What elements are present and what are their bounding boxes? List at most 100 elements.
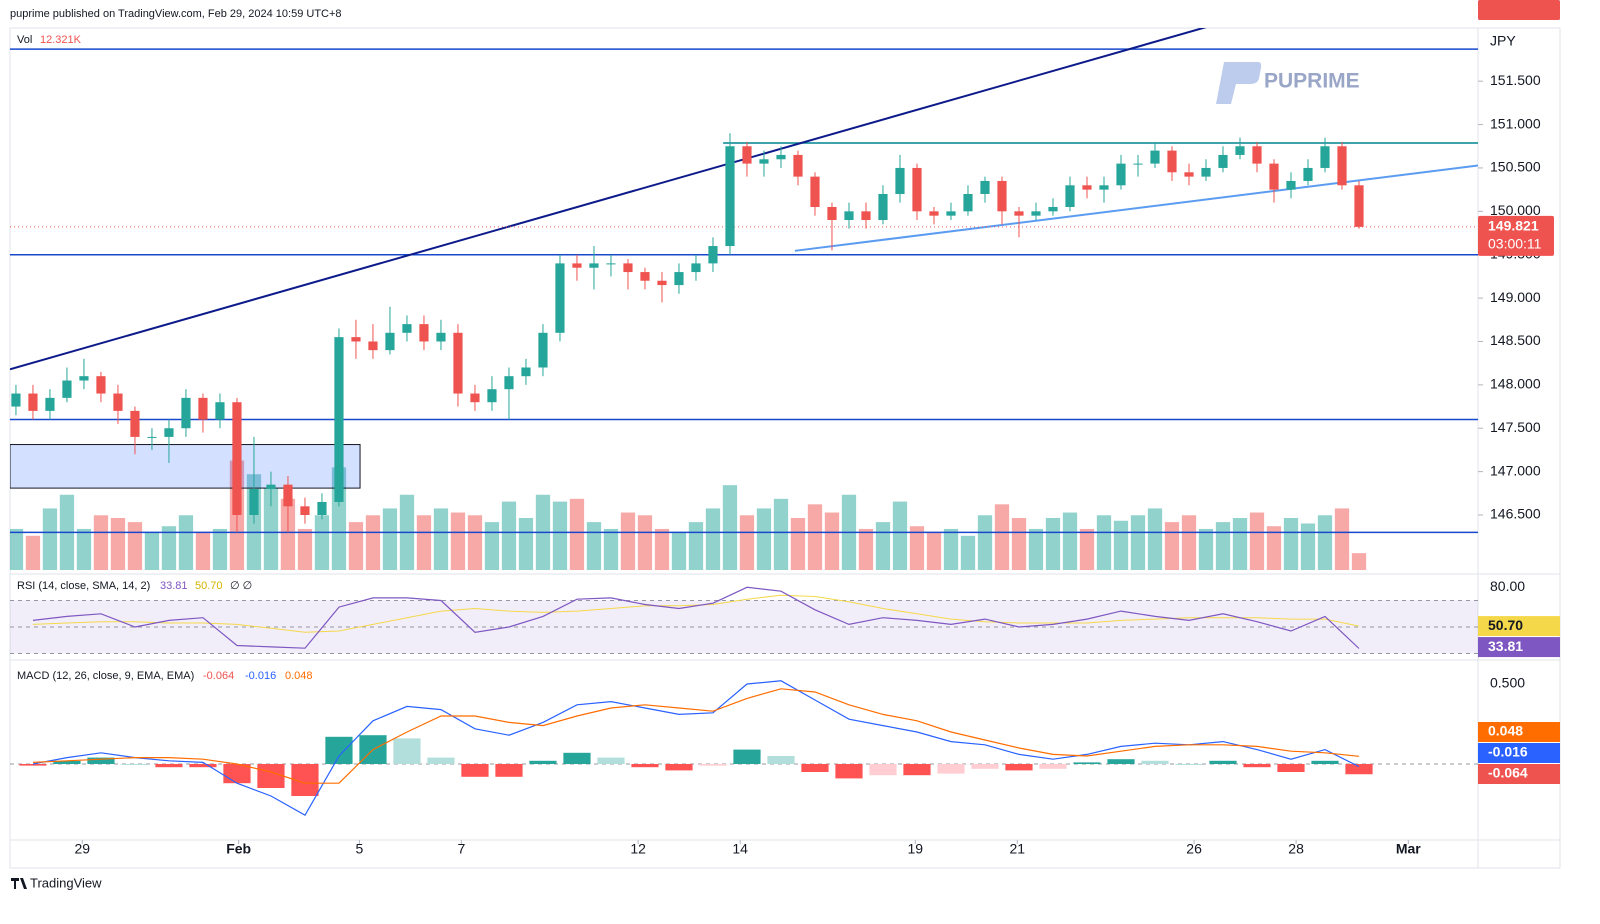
volume-bar [212,528,228,570]
volume-bar [1147,508,1163,570]
macd-tick-label: 0.500 [1490,675,1525,691]
candle-body [606,263,616,265]
volume-bar [1028,528,1044,570]
macd-line [32,680,1360,817]
volume-bar [892,501,908,570]
rsi-title: RSI (14, close, SMA, 14, 2) [17,580,150,592]
candle-body [96,376,106,394]
candle-body [130,410,140,437]
countdown: 03:00:11 [1488,236,1542,252]
macd-signal-value: 0.048 [285,670,313,682]
candle-body [181,397,191,429]
volume-bar [1232,518,1248,570]
rsi-sma-badge: 50.70 [1488,617,1523,633]
volume-bar [1181,515,1197,570]
volume-bar [195,531,211,570]
volume-bar [1334,508,1350,570]
candle-body [997,180,1007,212]
volume-badge-bg [1478,0,1560,20]
signal-line [32,688,1360,784]
trend-line [794,164,1478,252]
volume-bar [1130,515,1146,570]
volume-bar [76,528,92,570]
x-tick-label: 12 [630,841,646,857]
candle-body [1031,211,1041,216]
y-tick-label: 151.500 [1490,72,1541,88]
macd-title: MACD (12, 26, close, 9, EMA, EMA) [17,670,194,682]
candle-body [895,167,905,194]
x-tick-label: 7 [457,841,465,857]
candle-body [742,146,752,164]
volume-bar [875,522,891,570]
volume-bar [127,522,143,570]
volume-bar [1266,526,1282,570]
candle-body [62,380,72,398]
x-tick-label: Mar [1396,841,1421,857]
volume-bar [365,515,381,570]
volume-bar [1079,528,1095,570]
macd-histogram [631,764,659,768]
y-tick-label: 149.000 [1490,289,1541,305]
candle-body [912,167,922,212]
volume-bar [926,531,942,570]
macd-histogram [393,738,421,764]
candle-body [980,180,990,194]
candle-body [1320,146,1330,168]
candle-body [1082,185,1092,190]
y-tick-label: 150.500 [1490,159,1541,175]
volume-bar [1215,522,1231,570]
macd-histogram [903,764,931,776]
volume-bar [1249,512,1265,570]
candle-body [147,436,157,438]
candle-body [1167,150,1177,173]
volume-bar [960,535,976,570]
volume-bar [518,518,534,570]
macd-histogram [121,764,149,765]
macd-histogram [665,764,693,771]
candle-body [827,206,837,221]
macd-histogram [971,764,999,769]
candle-body [861,211,871,221]
volume-bar [722,485,738,570]
volume-bar [943,528,959,570]
volume-bar [467,515,483,570]
volume-bar [1283,518,1299,570]
macd-histogram [1311,760,1339,764]
volume-label: Vol [17,34,32,46]
candle-body [79,376,89,381]
volume-bar [705,508,721,570]
macd-histogram [529,760,557,764]
volume-bar [790,518,806,570]
candle-body [1337,146,1347,186]
volume-bar [1164,522,1180,570]
candle-body [402,324,412,333]
candle-body [844,211,854,221]
x-tick-label: 28 [1288,841,1304,857]
candle-body [691,263,701,273]
macd-histogram [597,757,625,764]
x-tick-label: 26 [1186,841,1202,857]
candle-body [28,393,38,411]
x-tick-label: Feb [226,841,251,857]
volume-bar [603,528,619,570]
rsi-value: 33.81 [160,580,188,592]
header: puprime published on TradingView.com, Fe… [10,8,342,20]
volume-bar [1317,515,1333,570]
candle-body [640,272,650,281]
x-tick-label: 19 [907,841,923,857]
candle-body [1201,167,1211,177]
candle-body [572,263,582,268]
y-tick-label: 148.000 [1490,376,1541,392]
price-badge-bg [1478,215,1554,256]
volume-bar [25,535,41,570]
candle-body [759,159,769,164]
volume-bar [178,515,194,570]
candle-body [521,367,531,377]
footer-logo [11,878,27,889]
candle-body [1150,150,1160,164]
macd-histogram [461,764,489,777]
candle-body [232,402,242,515]
volume-bar [1198,528,1214,570]
candle-body [589,263,599,268]
